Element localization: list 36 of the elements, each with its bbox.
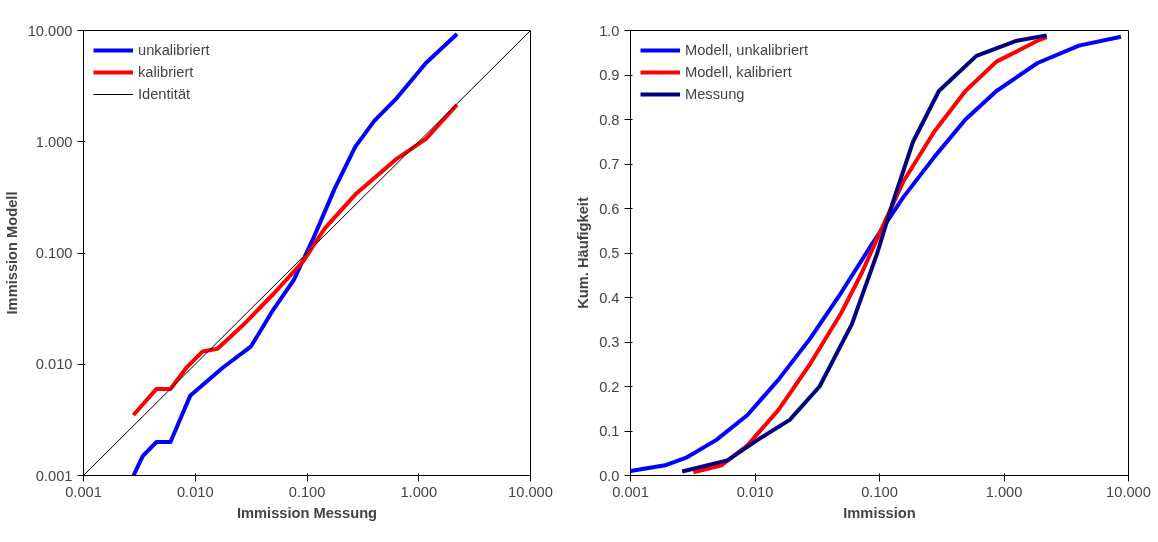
y-tick-label: 10.000 [27, 22, 73, 39]
y-tick-label: 0.100 [35, 245, 73, 261]
y-tick-label: 0.5 [599, 245, 620, 261]
y-tick-label: 0.010 [35, 356, 73, 373]
x-tick-label: 0.001 [612, 483, 649, 500]
x-tick-label: 0.100 [861, 483, 898, 500]
legend-label: unkalibriert [138, 42, 210, 58]
x-tick-label: 0.010 [736, 483, 774, 500]
x-tick-label: 1.000 [400, 483, 438, 500]
y-axis-title: Kum. Häufigkeit [575, 197, 592, 309]
x-tick-label: 10.000 [508, 483, 553, 500]
y-tick-label: 0.7 [599, 156, 620, 172]
x-tick-label: 10.000 [1106, 483, 1151, 500]
x-axis-title: Immission [843, 504, 916, 521]
legend-label: Modell, unkalibriert [685, 42, 809, 58]
x-tick-label: 0.010 [176, 483, 214, 500]
y-tick-label: 0.8 [599, 111, 620, 128]
y-axis-title: Immission Modell [3, 191, 20, 315]
x-tick-label: 0.100 [288, 483, 326, 500]
x-axis-title: Immission Messung [236, 504, 378, 521]
y-tick-label: 1.000 [35, 133, 73, 150]
y-tick-label: 0.001 [35, 467, 73, 484]
y-tick-label: 0.1 [599, 423, 620, 439]
y-tick-label: 0.4 [599, 289, 620, 306]
y-tick-label: 0.3 [599, 334, 620, 350]
y-tick-label: 0.2 [599, 378, 620, 395]
x-tick-label: 1.000 [985, 483, 1023, 500]
legend-label: Messung [685, 86, 745, 102]
legend-label: kalibriert [138, 64, 194, 80]
y-tick-label: 0.6 [599, 200, 620, 217]
y-tick-label: 0.9 [599, 67, 620, 83]
legend-label: Modell, kalibriert [685, 64, 792, 80]
x-tick-label: 0.001 [65, 483, 102, 500]
y-tick-label: 1.0 [599, 22, 620, 39]
y-tick-label: 0.0 [599, 467, 620, 484]
legend-label: Identität [138, 86, 191, 102]
